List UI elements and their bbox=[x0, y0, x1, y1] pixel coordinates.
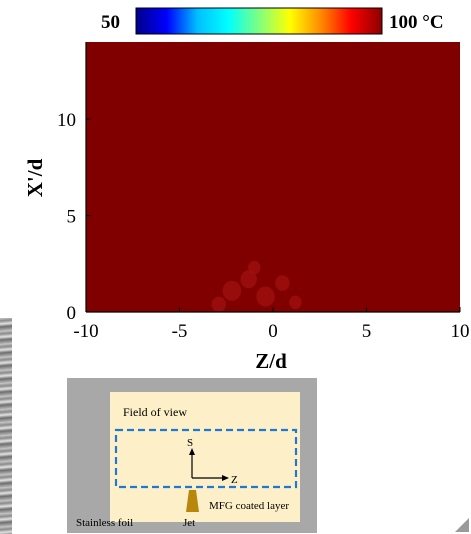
x-axis-label: Z/d bbox=[255, 349, 287, 373]
x-tick-label: -5 bbox=[172, 321, 188, 342]
colorbar-max-label: 100 °C bbox=[389, 12, 444, 33]
y-axis-label: X'/d bbox=[23, 158, 47, 197]
colorbar-bar bbox=[136, 8, 382, 34]
hot-spot-0 bbox=[223, 281, 242, 301]
field-of-view-label: Field of view bbox=[123, 405, 187, 419]
x-tick-label: 0 bbox=[268, 321, 278, 342]
jet-label: Jet bbox=[183, 517, 195, 529]
schematic-inset: Field of view S Z MFG coated layer Stain… bbox=[67, 378, 317, 533]
x-tick-label: 10 bbox=[451, 321, 470, 342]
temperature-field bbox=[86, 42, 460, 312]
y-tick-label: 10 bbox=[57, 110, 76, 131]
colorbar: 50 100 °C bbox=[101, 8, 444, 34]
hot-spot-2 bbox=[256, 286, 275, 306]
x-tick-label: 5 bbox=[362, 321, 372, 342]
y-tick-label: 5 bbox=[67, 207, 77, 228]
adjacent-panel-edge-top bbox=[0, 30, 12, 70]
z-axis-label-schematic: Z bbox=[231, 474, 238, 486]
hot-spot-3 bbox=[212, 297, 226, 312]
adjacent-panel-photo-edge bbox=[0, 318, 12, 534]
s-axis-label: S bbox=[187, 437, 193, 449]
hot-spot-6 bbox=[289, 296, 301, 309]
stainless-foil-label: Stainless foil bbox=[76, 517, 133, 529]
x-tick-label: -10 bbox=[73, 321, 98, 342]
resize-corner-icon bbox=[455, 518, 469, 532]
colorbar-min-label: 50 bbox=[101, 12, 120, 33]
mfg-layer-label: MFG coated layer bbox=[209, 500, 289, 512]
heatmap-plot: -10 -5 0 5 10 0 5 10 X'/d Z/d bbox=[23, 42, 470, 373]
hot-spot-4 bbox=[275, 275, 289, 291]
y-tick-label: 0 bbox=[67, 303, 77, 324]
hot-spot-5 bbox=[248, 261, 260, 274]
